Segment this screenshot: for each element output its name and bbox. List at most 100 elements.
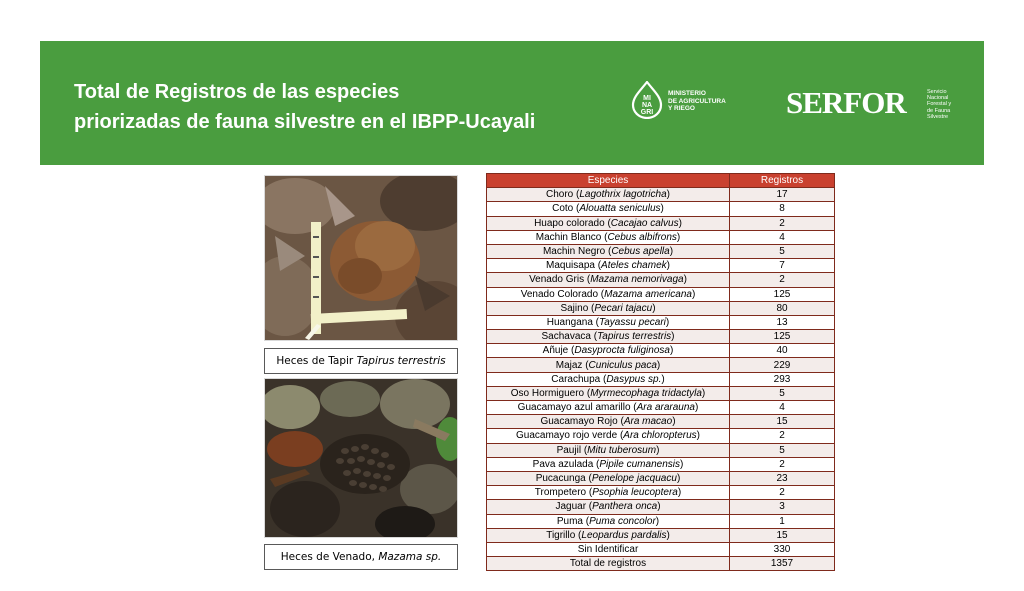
species-cell: Machin Negro (Cebus apella) bbox=[486, 243, 730, 260]
tapir-feces-photo bbox=[264, 175, 458, 341]
species-common-name: Trompetero bbox=[534, 487, 587, 499]
species-common-name: Guacamayo azul amarillo bbox=[517, 402, 631, 414]
species-cell: Guacamayo azul amarillo (Ara ararauna) bbox=[486, 399, 730, 416]
species-scientific-name: Cebus albifrons bbox=[607, 231, 677, 243]
records-cell: 2 bbox=[729, 272, 835, 288]
species-cell: Pava azulada (Pipile cumanensis) bbox=[486, 456, 730, 472]
caption-text: Heces de Venado, bbox=[280, 551, 379, 563]
minagri-mark-text: MI bbox=[643, 95, 651, 102]
caption-species: Mazama sp. bbox=[378, 551, 442, 563]
species-cell: Sajino (Pecari tajacu) bbox=[486, 300, 730, 316]
species-cell: Añuje (Dasyprocta fuliginosa) bbox=[486, 343, 730, 359]
table-row: Añuje (Dasyprocta fuliginosa) 40 bbox=[486, 343, 835, 359]
species-common-name: Pucacunga bbox=[535, 473, 586, 485]
table-row: Guacamayo azul amarillo (Ara ararauna) 4 bbox=[486, 399, 835, 416]
minagri-logo: MI NA GRI MINISTERIO DE AGRICULTURA Y RI… bbox=[630, 81, 740, 121]
table-row: Sachavaca (Tapirus terrestris) 125 bbox=[486, 329, 835, 345]
serfor-line: Forestal y bbox=[927, 101, 952, 108]
species-common-name: Machin Negro bbox=[542, 246, 606, 258]
records-cell: 4 bbox=[729, 229, 835, 245]
records-cell: 2 bbox=[729, 456, 835, 472]
species-scientific-name: Myrmecophaga tridactyla bbox=[590, 387, 702, 399]
table-row: Huangana (Tayassu pecari) 13 bbox=[486, 314, 835, 331]
species-common-name: Puma bbox=[556, 515, 583, 527]
species-scientific-name: Panthera onca bbox=[592, 501, 658, 513]
species-common-name: Sachavaca bbox=[541, 331, 591, 343]
species-scientific-name: Psophia leucoptera bbox=[592, 487, 678, 499]
table-row: Pucacunga (Penelope jacquacu) 23 bbox=[486, 470, 835, 487]
minagri-mark-text: GRI bbox=[641, 109, 654, 116]
tapir-photo-caption: Heces de Tapir Tapirus terrestris bbox=[264, 348, 458, 374]
species-scientific-name: Ara chloropterus bbox=[623, 430, 697, 442]
species-cell: Puma (Puma concolor) bbox=[486, 513, 730, 529]
serfor-wordmark: SERFOR bbox=[786, 85, 907, 120]
serfor-name: Servicio Nacional Forestal y de Fauna Si… bbox=[927, 89, 951, 120]
species-cell: Oso Hormiguero (Myrmecophaga tridactyla) bbox=[486, 385, 730, 402]
minagri-line: MINISTERIO bbox=[668, 90, 706, 97]
caption-text: Heces de Tapir bbox=[276, 355, 357, 367]
records-cell: 2 bbox=[729, 428, 835, 444]
species-common-name: Sajino bbox=[560, 302, 589, 314]
species-cell: Sin Identificar bbox=[486, 541, 730, 558]
caption-species: Tapirus terrestris bbox=[356, 355, 446, 367]
records-cell: 125 bbox=[729, 286, 835, 302]
table-body: Choro (Lagothrix lagotricha) 17 Coto (Alou… bbox=[486, 187, 835, 572]
records-cell: 1 bbox=[729, 513, 835, 529]
species-scientific-name: Ara ararauna bbox=[636, 402, 695, 414]
table-row: Sajino (Pecari tajacu) 80 bbox=[486, 300, 835, 316]
records-cell: 293 bbox=[729, 371, 835, 387]
table-row: Venado Colorado (Mazama americana) 125 bbox=[486, 286, 835, 302]
table-row: Pava azulada (Pipile cumanensis) 2 bbox=[486, 456, 835, 472]
table-row: Venado Gris (Mazama nemorivaga) 2 bbox=[486, 272, 835, 288]
table-row: Puma (Puma concolor) 1 bbox=[486, 513, 835, 529]
deer-feces-photo bbox=[264, 378, 458, 538]
records-cell: 17 bbox=[729, 187, 835, 203]
serfor-logo: SERFOR Servicio Nacional Forestal y de F… bbox=[786, 85, 956, 121]
table-header-row: Especies Registros bbox=[486, 172, 835, 189]
species-cell: Machin Blanco (Cebus albifrons) bbox=[486, 229, 730, 245]
species-cell: Huangana (Tayassu pecari) bbox=[486, 314, 730, 331]
records-cell: 2 bbox=[729, 215, 835, 231]
species-cell: Guacamayo rojo verde (Ara chloropterus) bbox=[486, 428, 730, 444]
species-scientific-name: Ara macao bbox=[623, 416, 673, 428]
minagri-mark-text: NA bbox=[642, 102, 652, 109]
table-row: Huapo colorado (Cacajao calvus) 2 bbox=[486, 215, 835, 231]
species-scientific-name: Mazama americana bbox=[604, 288, 692, 300]
species-scientific-name: Lagothrix lagotricha bbox=[579, 189, 667, 201]
species-common-name: Coto bbox=[552, 203, 574, 215]
species-common-name: Majaz bbox=[555, 359, 583, 371]
records-cell: 13 bbox=[729, 314, 835, 331]
table-row: Maquisapa (Ateles chamek) 7 bbox=[486, 258, 835, 274]
records-cell: 7 bbox=[729, 258, 835, 274]
records-cell: 1357 bbox=[729, 556, 835, 572]
minagri-name: MINISTERIO DE AGRICULTURA Y RIEGO bbox=[668, 90, 726, 113]
table-row: Machin Negro (Cebus apella) 5 bbox=[486, 243, 835, 260]
species-scientific-name: Dasypus sp. bbox=[606, 373, 662, 385]
species-common-name: Paujil bbox=[556, 444, 582, 456]
table-row: Guacamayo rojo verde (Ara chloropterus) 2 bbox=[486, 428, 835, 444]
records-cell: 15 bbox=[729, 527, 835, 543]
deer-photo-caption: Heces de Venado, Mazama sp. bbox=[264, 544, 458, 570]
species-scientific-name: Penelope jacquacu bbox=[591, 473, 677, 485]
minagri-drop-icon: MI NA GRI bbox=[631, 81, 663, 119]
species-cell: Paujil (Mitu tuberosum) bbox=[486, 442, 730, 458]
species-scientific-name: Tapirus terrestris bbox=[597, 331, 672, 343]
species-cell: Majaz (Cuniculus paca) bbox=[486, 357, 730, 373]
serfor-line: Servicio bbox=[927, 89, 947, 95]
column-header-species: Especies bbox=[486, 172, 730, 189]
species-common-name: Carachupa bbox=[551, 373, 601, 385]
species-scientific-name: Cacajao calvus bbox=[610, 217, 679, 229]
records-cell: 5 bbox=[729, 442, 835, 458]
table-row: Sin Identificar 330 bbox=[486, 541, 835, 558]
records-cell: 5 bbox=[729, 243, 835, 260]
species-cell: Venado Colorado (Mazama americana) bbox=[486, 286, 730, 302]
title-line-2: priorizadas de fauna silvestre en el IBP… bbox=[74, 111, 536, 133]
records-cell: 4 bbox=[729, 399, 835, 416]
table-row: Machin Blanco (Cebus albifrons) 4 bbox=[486, 229, 835, 245]
minagri-line: DE AGRICULTURA bbox=[668, 97, 726, 105]
records-cell: 8 bbox=[729, 201, 835, 217]
species-scientific-name: Ateles chamek bbox=[601, 260, 667, 272]
species-common-name: Machin Blanco bbox=[535, 231, 602, 243]
column-header-records: Registros bbox=[729, 172, 835, 189]
species-common-name: Venado Gris bbox=[529, 274, 585, 286]
